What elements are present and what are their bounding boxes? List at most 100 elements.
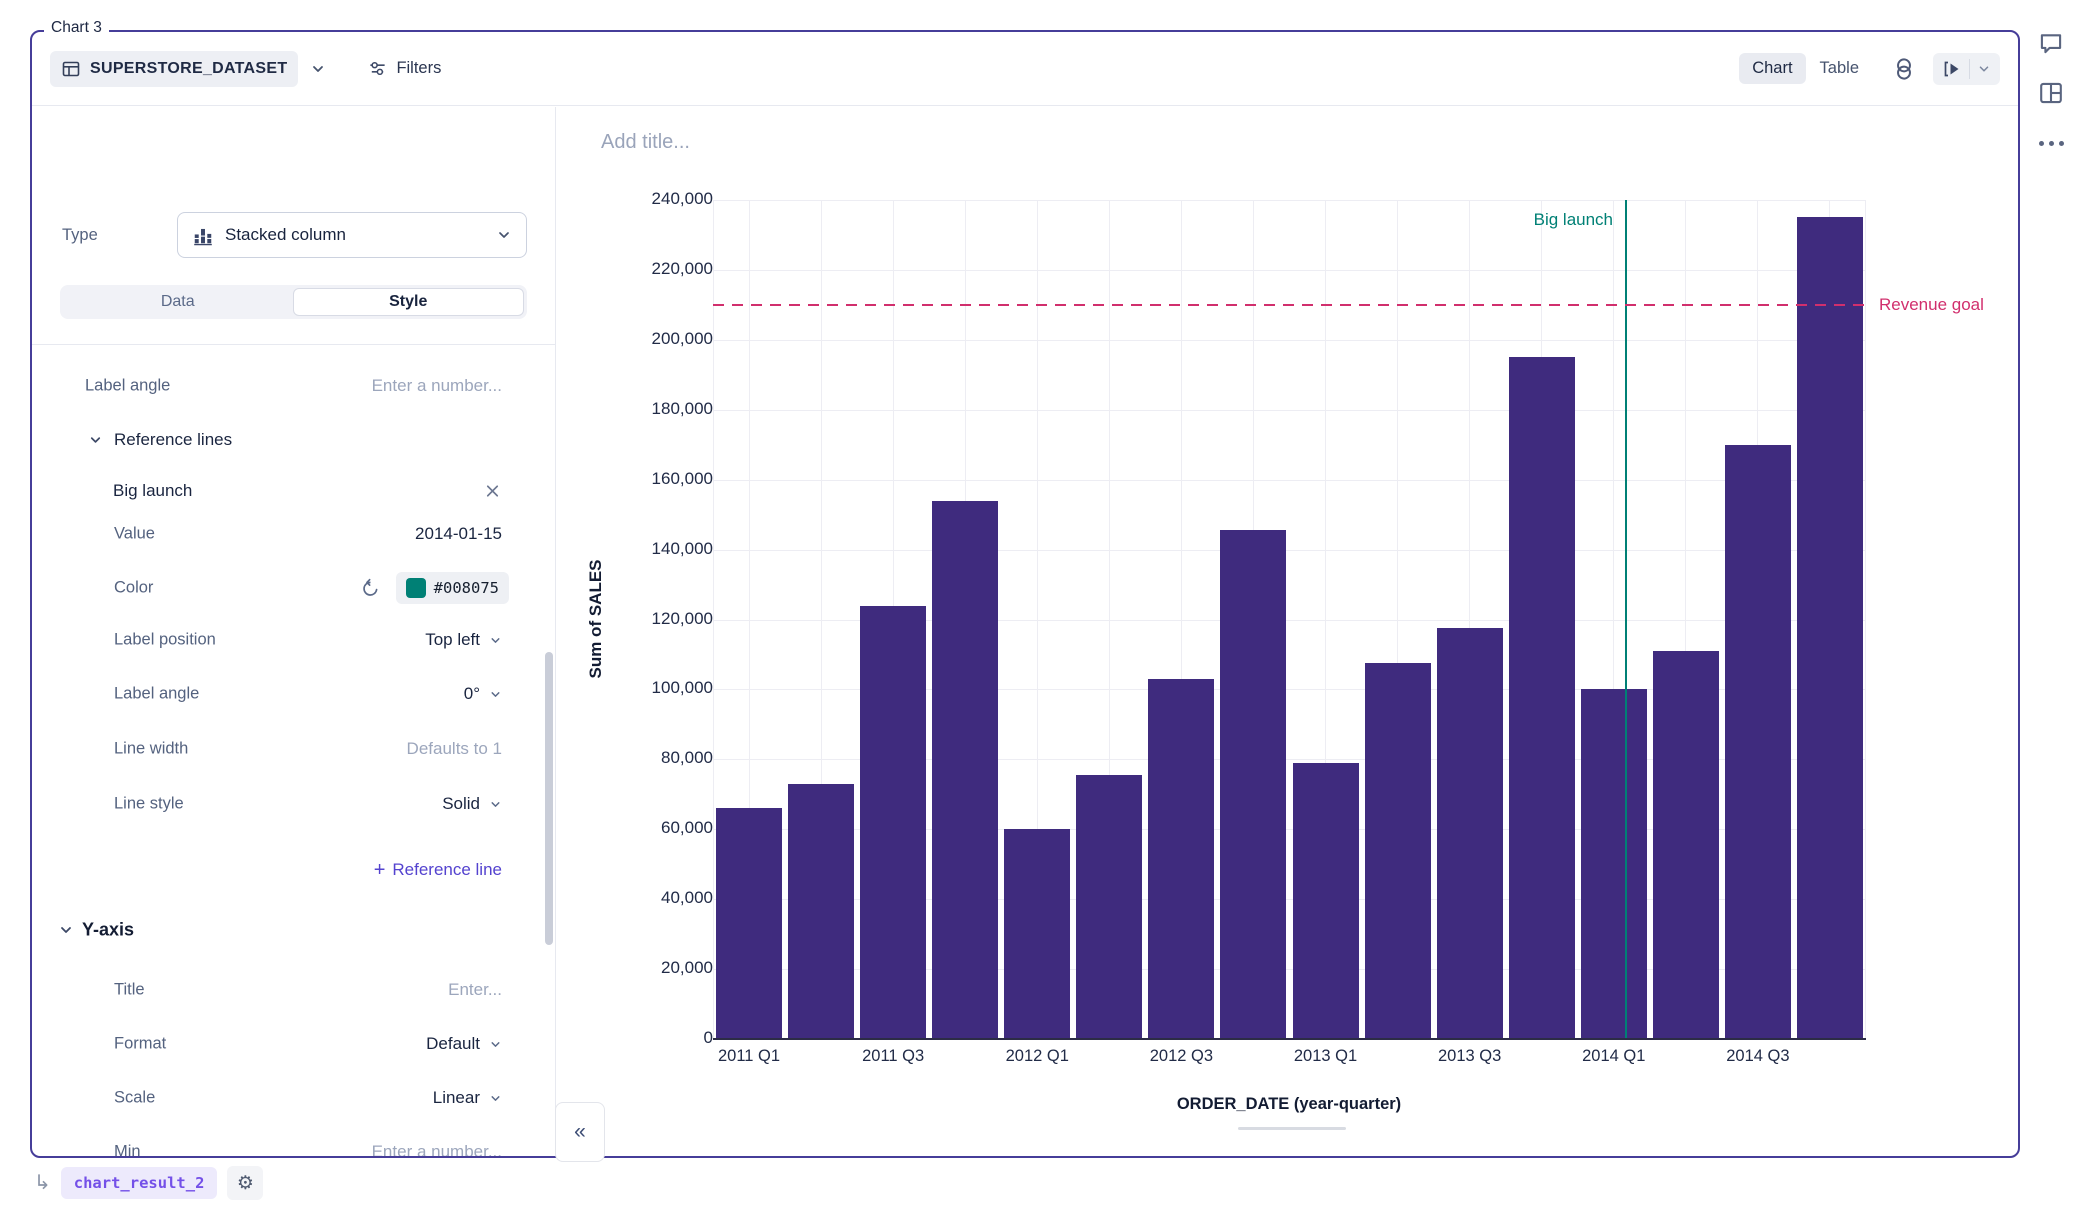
bar-2014-Q3[interactable]	[1724, 444, 1791, 1039]
x-axis-scrollbar[interactable]	[1238, 1127, 1346, 1130]
more-options-button[interactable]	[2036, 128, 2066, 158]
chart-canvas-area: Add title... 240,000 220,000 200,000 180,00…	[555, 107, 2018, 1162]
chart-type-value: Stacked column	[225, 225, 346, 244]
y-axis-title: Y-axis	[82, 919, 135, 940]
ref-label-angle-value: 0°	[463, 684, 480, 703]
tab-data[interactable]: Data	[160, 293, 195, 310]
speech-bubble-icon	[2040, 34, 2062, 54]
bar-2012-Q4[interactable]	[1220, 530, 1287, 1039]
split-pane-icon	[2040, 82, 2062, 104]
tab-style[interactable]: Style	[292, 288, 524, 316]
v-gridline	[1469, 200, 1471, 1039]
bar-2012-Q2[interactable]	[1076, 775, 1143, 1039]
ref-color-controls: #008075	[360, 572, 509, 604]
type-chevron-down-icon	[499, 232, 509, 238]
bar-2013-Q2[interactable]	[1364, 663, 1431, 1039]
ref-value-input[interactable]: 2014-01-15	[415, 524, 502, 543]
label-angle-input[interactable]: Enter a number...	[371, 376, 502, 395]
color-picker-chip[interactable]: #008075	[395, 572, 509, 604]
return-arrow-icon: ↳	[34, 1172, 51, 1194]
run-options-chevron-down-icon[interactable]	[1977, 62, 1991, 76]
y-tick-label: 160,000	[651, 468, 713, 488]
x-tick-label: 2014 Q3	[1726, 1047, 1790, 1065]
undo-arrow-icon[interactable]	[360, 578, 381, 599]
axis-title-input[interactable]: Enter...	[448, 980, 502, 999]
view-toggle-table[interactable]: Table	[1819, 59, 1859, 77]
bar-2011-Q4[interactable]	[932, 500, 999, 1039]
axis-title-label: Title	[114, 980, 145, 999]
y-tick-label: 180,000	[651, 398, 713, 418]
v-gridline	[1613, 200, 1615, 1039]
label-position-dropdown[interactable]: Top left	[425, 630, 502, 650]
line-width-label: Line width	[114, 739, 189, 758]
right-toolbar	[2034, 28, 2068, 158]
line-style-label: Line style	[114, 794, 184, 813]
bar-2012-Q1[interactable]	[1004, 829, 1071, 1039]
plus-icon: +	[373, 859, 386, 881]
x-tick-label: 2013 Q3	[1438, 1047, 1502, 1065]
min-input[interactable]: Enter a number...	[371, 1142, 502, 1156]
line-width-input[interactable]: Defaults to 1	[406, 739, 502, 758]
bar-2013-Q3[interactable]	[1436, 628, 1503, 1039]
bar-2014-Q4[interactable]	[1796, 217, 1863, 1039]
y-axis-chevron-down-icon	[58, 922, 74, 938]
line-width-row: Line width Defaults to 1	[32, 732, 555, 766]
remove-reference-line-button[interactable]	[483, 482, 502, 501]
format-dropdown[interactable]: Default	[426, 1034, 502, 1054]
explore-button[interactable]	[1887, 52, 1921, 86]
run-button-group[interactable]	[1933, 52, 2000, 85]
layout-button[interactable]	[2036, 78, 2066, 108]
chart-result-chip[interactable]: chart_result_2	[60, 1167, 218, 1199]
config-scrollbar[interactable]	[545, 652, 553, 945]
format-label: Format	[114, 1034, 167, 1053]
bar-2014-Q1[interactable]	[1580, 689, 1647, 1039]
y-tick-label: 0	[703, 1028, 713, 1047]
x-tick-label: 2011 Q3	[862, 1047, 925, 1065]
comment-button[interactable]	[2036, 28, 2066, 58]
bar-2013-Q4[interactable]	[1508, 357, 1575, 1039]
result-settings-button[interactable]: ⚙	[227, 1166, 264, 1200]
ref-label-angle-label: Label angle	[114, 684, 200, 703]
view-toggle-chart[interactable]: Chart	[1739, 53, 1806, 84]
dataset-source-button[interactable]: SUPERSTORE_DATASET	[50, 50, 299, 87]
x-axis-baseline	[713, 1038, 1866, 1040]
bar-2012-Q3[interactable]	[1148, 678, 1215, 1039]
dataset-chevron-down-icon[interactable]	[310, 61, 326, 77]
line-style-dropdown[interactable]: Solid	[442, 794, 502, 814]
bar-2014-Q2[interactable]	[1652, 650, 1719, 1039]
x-tick-label: 2014 Q1	[1582, 1047, 1646, 1065]
v-gridline	[1036, 200, 1038, 1039]
chart-title-placeholder[interactable]: Add title...	[601, 131, 690, 153]
bar-2011-Q2[interactable]	[788, 783, 855, 1039]
y-tick-label: 200,000	[651, 328, 713, 348]
ref-label-angle-dropdown[interactable]: 0°	[464, 684, 502, 704]
h-gridline	[713, 899, 1866, 901]
x-icon	[486, 485, 499, 497]
min-label: Min	[114, 1142, 141, 1157]
collapse-panel-button[interactable]: «	[555, 1102, 605, 1162]
chevron-down-icon	[491, 801, 500, 807]
ref-color-row: Color #008075	[32, 571, 555, 605]
y-axis-tick-labels: 240,000 220,000 200,000 180,000 160,000 140,0…	[568, 107, 713, 1156]
bar-2013-Q1[interactable]	[1292, 762, 1359, 1039]
reference-lines-section-header[interactable]: Reference lines	[32, 423, 555, 457]
add-reference-line-button[interactable]: + Reference line	[374, 860, 502, 880]
h-gridline	[713, 619, 1866, 621]
ref-value-label: Value	[114, 524, 155, 543]
reference-lines-title: Reference lines	[114, 430, 233, 449]
bar-2011-Q3[interactable]	[860, 605, 927, 1039]
y-axis-section-header[interactable]: Y-axis	[32, 913, 555, 947]
h-gridline	[713, 829, 1866, 831]
ref-color-label: Color	[114, 578, 154, 597]
y-tick-label: 20,000	[661, 958, 713, 978]
scale-dropdown[interactable]: Linear	[433, 1088, 502, 1108]
y-tick-label: 40,000	[661, 888, 713, 908]
v-gridline	[1685, 200, 1687, 1039]
bar-2011-Q1[interactable]	[716, 808, 783, 1039]
chart-type-dropdown[interactable]: Stacked column	[177, 212, 527, 258]
reference-lines-chevron-down-icon	[88, 433, 103, 448]
v-gridline	[1397, 200, 1399, 1039]
filters-button[interactable]: Filters	[368, 59, 441, 78]
color-swatch	[405, 578, 426, 598]
